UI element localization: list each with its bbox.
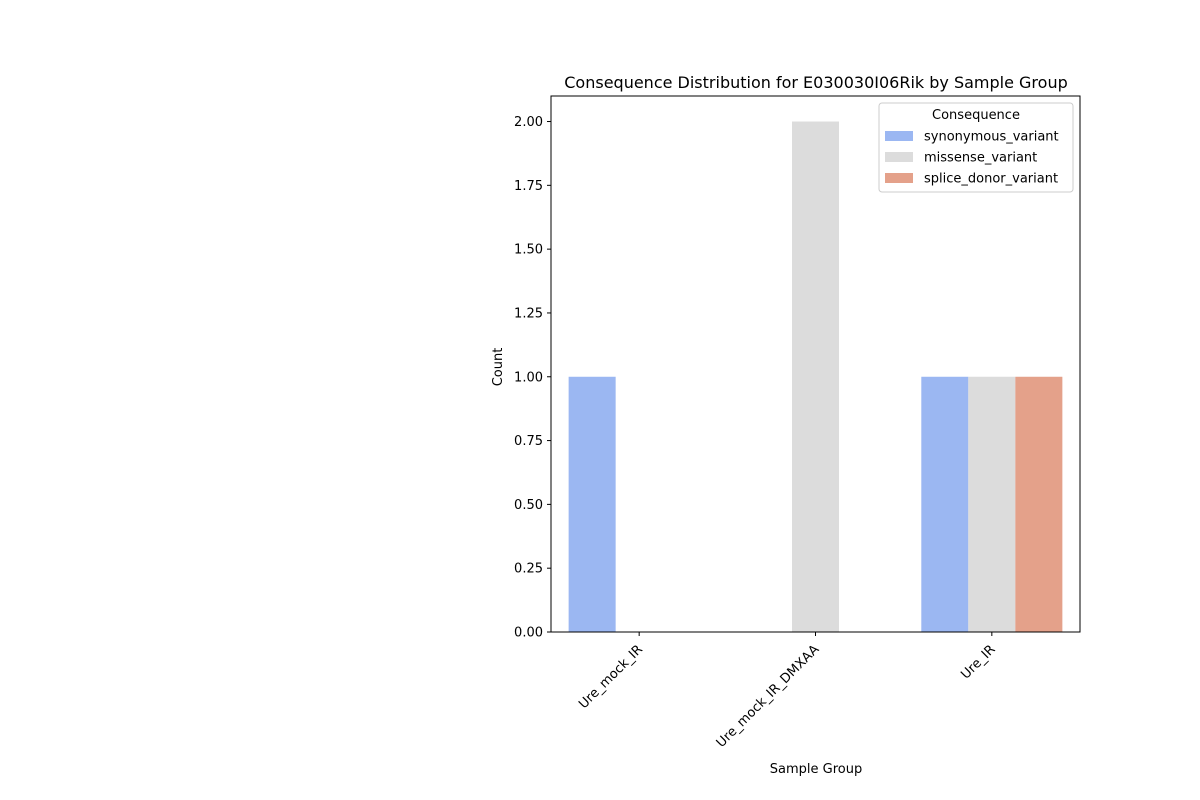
y-tick-label: 0.25 <box>514 562 543 577</box>
y-tick-label: 0.75 <box>514 434 543 449</box>
x-axis-label: Sample Group <box>770 762 862 777</box>
y-tick-label: 1.75 <box>514 179 543 194</box>
y-tick-label: 0.00 <box>514 626 543 641</box>
y-tick-label: 1.00 <box>514 370 543 385</box>
legend-swatch-splice_donor_variant <box>885 173 913 183</box>
bar-missense_variant-Ure_mock_IR_DMXAA <box>791 121 840 633</box>
bar-missense_variant-Ure_IR <box>968 376 1016 632</box>
legend-label-synonymous_variant: synonymous_variant <box>924 130 1059 145</box>
legend-swatch-missense_variant <box>885 152 913 162</box>
y-tick-label: 1.25 <box>514 306 543 321</box>
x-tick-label: Ure_IR <box>958 642 998 682</box>
legend: Consequence synonymous_variant missense_va… <box>878 102 1074 193</box>
x-tick-label: Ure_mock_IR_DMXAA <box>714 642 823 751</box>
legend-title: Consequence <box>932 108 1020 123</box>
y-tick-label: 1.50 <box>514 243 543 258</box>
y-axis-label: Count <box>491 348 506 387</box>
x-tick-label: Ure_mock_IR <box>576 642 646 712</box>
bar-synonymous_variant-Ure_IR <box>921 376 969 632</box>
bar-splice_donor_variant-Ure_IR <box>1015 376 1063 632</box>
y-tick-label: 0.50 <box>514 498 543 513</box>
chart-title: Consequence Distribution for E030030I06R… <box>564 73 1067 92</box>
legend-box <box>878 102 1074 193</box>
legend-swatch-synonymous_variant <box>885 131 913 141</box>
bar-synonymous_variant-Ure_mock_IR <box>568 376 616 632</box>
legend-label-splice_donor_variant: splice_donor_variant <box>924 172 1058 187</box>
y-tick-label: 2.00 <box>514 115 543 130</box>
bars-group <box>568 121 1063 633</box>
legend-label-missense_variant: missense_variant <box>924 151 1037 166</box>
